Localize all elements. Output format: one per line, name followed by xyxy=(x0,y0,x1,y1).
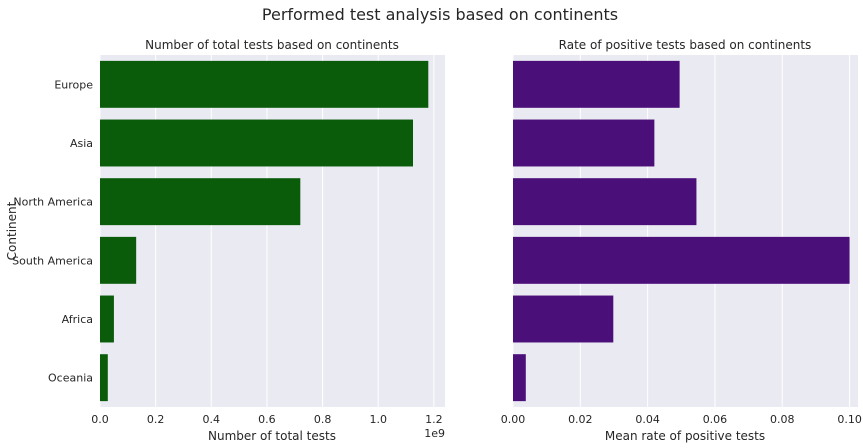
total-tests-bars xyxy=(100,60,429,402)
positive-rate-x-tick-label: 0.04 xyxy=(635,413,660,426)
total-tests-x-tick-label: 1.0 xyxy=(369,413,387,426)
total-tests-category-labels: Europe Asia North America South America Afri… xyxy=(12,78,93,384)
total-tests-bar-north-america xyxy=(100,178,301,226)
total-tests-x-tick-label: 0.8 xyxy=(314,413,332,426)
positive-rate-chart: 0.00 0.02 0.04 0.06 0.08 0.10 Rate of positiv… xyxy=(501,38,862,443)
total-tests-x-tick-label: 0.4 xyxy=(203,413,221,426)
total-tests-plot-area xyxy=(100,55,445,407)
positive-rate-x-tick-label: 0.08 xyxy=(770,413,795,426)
total-tests-bar-south-america xyxy=(100,236,137,284)
total-tests-x-tick-label: 0.0 xyxy=(91,413,109,426)
positive-rate-bars xyxy=(513,60,850,402)
positive-rate-x-tick-label: 0.02 xyxy=(568,413,593,426)
positive-rate-bar-oceania xyxy=(513,354,526,402)
positive-rate-x-tick-labels: 0.00 0.02 0.04 0.06 0.08 0.10 xyxy=(501,413,862,426)
total-tests-bar-asia xyxy=(100,119,414,167)
positive-rate-bar-asia xyxy=(513,119,655,167)
category-label-asia: Asia xyxy=(70,137,93,150)
total-tests-bar-oceania xyxy=(100,354,108,402)
total-tests-x-offset-label: 1e9 xyxy=(424,427,445,440)
category-label-africa: Africa xyxy=(62,313,93,326)
positive-rate-plot-area xyxy=(513,55,858,407)
total-tests-chart: Europe Asia North America South America Afri… xyxy=(5,38,445,443)
positive-rate-bar-africa xyxy=(513,295,614,343)
positive-rate-bar-south-america xyxy=(513,236,850,284)
positive-rate-x-tick-label: 0.10 xyxy=(837,413,862,426)
positive-rate-bar-north-america xyxy=(513,178,697,226)
total-tests-x-tick-label: 0.6 xyxy=(258,413,276,426)
total-tests-x-axis-label: Number of total tests xyxy=(208,429,336,443)
category-label-north-america: North America xyxy=(13,196,93,209)
category-label-europe: Europe xyxy=(54,78,93,91)
total-tests-title: Number of total tests based on continent… xyxy=(145,38,399,52)
positive-rate-bar-europe xyxy=(513,60,680,108)
total-tests-bar-africa xyxy=(100,295,114,343)
total-tests-gridlines xyxy=(99,55,435,407)
total-tests-bar-europe xyxy=(100,60,429,108)
total-tests-x-tick-label: 0.2 xyxy=(147,413,165,426)
continent-axis-label: Continent xyxy=(5,201,19,260)
total-tests-x-tick-label: 1.2 xyxy=(425,413,443,426)
positive-rate-x-axis-label: Mean rate of positive tests xyxy=(605,429,765,443)
figure-title: Performed test analysis based on contine… xyxy=(262,5,618,24)
total-tests-x-tick-labels: 0.0 0.2 0.4 0.6 0.8 1.0 1.2 xyxy=(91,413,442,426)
category-label-south-america: South America xyxy=(12,254,93,267)
positive-rate-title: Rate of positive tests based on continen… xyxy=(559,38,812,52)
positive-rate-gridlines xyxy=(512,55,851,407)
positive-rate-x-tick-label: 0.00 xyxy=(501,413,526,426)
positive-rate-x-tick-label: 0.06 xyxy=(703,413,728,426)
category-label-oceania: Oceania xyxy=(48,372,93,385)
